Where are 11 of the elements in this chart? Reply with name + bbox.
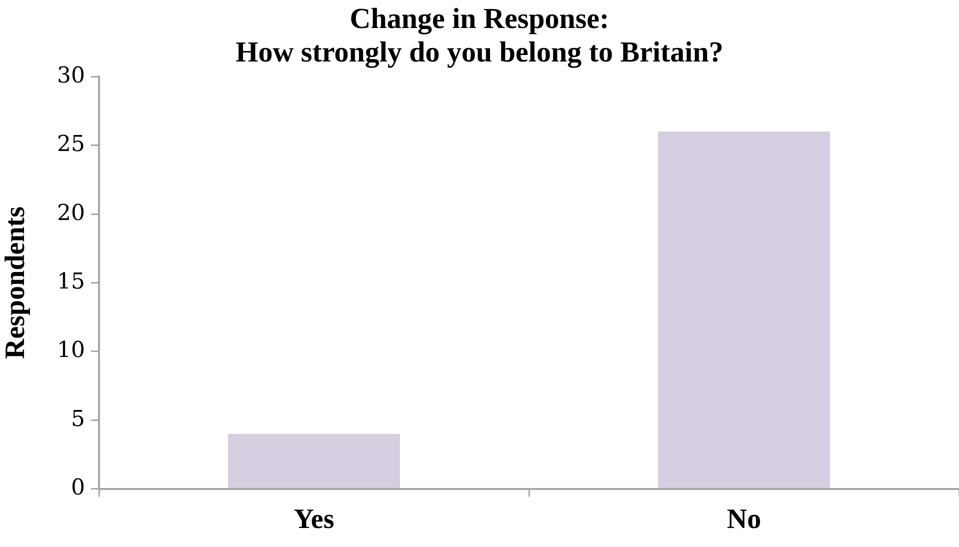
y-axis-title: Respondents (0, 206, 32, 359)
y-tick-label: 25 (57, 132, 85, 158)
x-tick-label: No (726, 504, 762, 536)
y-tick-label: 10 (57, 338, 85, 364)
y-tick-label: 20 (57, 200, 85, 226)
y-tick-label: 15 (57, 269, 85, 294)
y-tick-label: 30 (57, 63, 85, 88)
x-tick-label: Yes (294, 504, 334, 536)
chart-title: Change in Response: How strongly do you belong to Britain? (236, 3, 724, 69)
y-tick-label: 0 (71, 476, 85, 501)
y-tick-label: 5 (71, 406, 85, 432)
